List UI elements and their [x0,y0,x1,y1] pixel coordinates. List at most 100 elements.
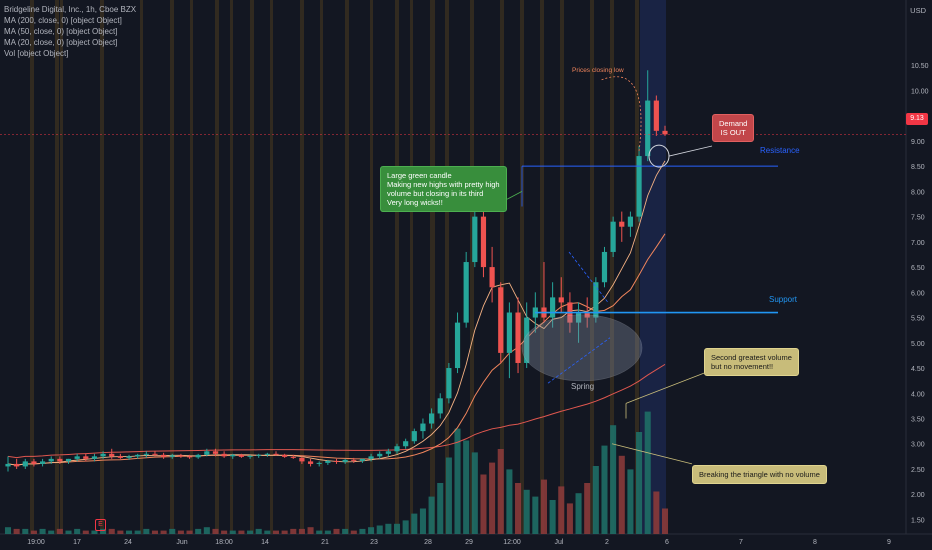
candle-body [273,453,279,455]
candle-body [575,312,582,323]
session-band [370,0,373,534]
legend-ma200: MA (200, close, 0) [object Object] [4,16,122,25]
support-label: Support [769,295,798,304]
candle-body [178,455,184,457]
candle-body [282,454,288,457]
candle-body [100,453,106,457]
time-tick-label: 2 [605,539,609,546]
second-volume-pointer [625,372,705,404]
session-band [250,0,254,534]
time-tick-label: 17 [73,539,81,546]
session-band [590,0,594,534]
volume-bar [497,449,504,534]
volume-bar [566,503,573,534]
volume-bar [238,530,245,534]
candle-body [143,453,149,455]
volume-bar [108,528,115,534]
volume-bar [618,455,625,534]
candle-body [593,282,599,318]
chart-legend: Bridgeline Digital, Inc., 1h, Cboe BZX M… [4,4,136,59]
session-band [60,0,63,534]
session-band [500,0,504,534]
session-band [430,0,435,534]
volume-bar [307,527,314,534]
volume-bar [177,530,184,534]
price-tick-label: 2.00 [911,492,925,499]
candle-body [256,454,262,456]
candle-body [601,251,608,283]
earnings-marker-icon[interactable]: E [95,519,106,531]
resistance-label: Resistance [760,146,800,155]
volume-bar [82,530,89,534]
candle-body [454,322,461,369]
candle-body [342,459,348,462]
volume-bar [368,527,375,534]
time-tick-label: 12:00 [503,539,521,546]
candle-body [238,454,245,457]
candle-body [351,459,357,461]
candle-body [48,458,54,462]
volume-bar [143,528,150,534]
volume-bar [359,528,366,534]
volume-bar [203,527,210,534]
time-tick-label: Jul [555,539,564,546]
candle-body [186,456,193,458]
candle-body [31,461,37,464]
volume-bar [515,483,522,534]
volume-bar [134,530,141,534]
candle-body [463,262,469,323]
price-tick-label: 4.00 [911,391,925,398]
candle-body [264,453,270,455]
highlight-band [640,0,666,534]
candle-body [446,368,452,399]
volume-bar [661,508,669,534]
volume-bar [523,489,530,534]
candle-body [403,441,409,447]
candle-body [290,456,296,458]
candle-body [359,458,366,461]
volume-bar [627,469,634,534]
volume-bar [393,523,401,534]
session-band [610,0,614,534]
session-band [55,0,59,534]
price-tick-label: 3.50 [911,416,925,423]
volume-bar [480,474,487,534]
large-green-candle-callout: Large green candle Making new highs with… [380,166,507,212]
volume-bar [610,425,617,534]
closing-low-arc [599,76,642,152]
breaking-triangle-callout: Breaking the triangle with no volume [692,465,827,484]
candle-body [126,456,132,458]
volume-bar [160,530,167,534]
volume-bar [653,491,660,534]
price-tick-label: 7.00 [911,240,925,247]
volume-bar [333,528,340,534]
current-price-tag: 9.13 [906,113,928,125]
spring-ellipse [521,314,643,382]
candle-body [584,312,590,318]
candle-body [394,446,400,452]
candle-body [22,461,28,467]
candle-body [636,156,642,217]
candle-body [74,456,80,459]
volume-bar [13,528,20,534]
volume-bar [264,530,271,534]
volume-bar [247,530,254,534]
legend-ma50: MA (50, close, 0) [object Object] [4,27,118,36]
volume-bar [22,528,29,534]
price-tick-label: 2.50 [911,467,925,474]
demand-out-callout: Demand IS OUT [712,114,755,142]
volume-bar [195,528,202,534]
price-tick-label: 5.50 [911,316,925,323]
breaking-pointer [611,443,693,465]
volume-bar [402,520,409,534]
volume-bar [91,530,98,534]
candle-body [480,216,487,268]
candle-body [204,451,210,455]
candle-body [39,461,46,464]
candle-body [506,312,512,353]
candle-body [325,460,331,463]
volume-bar [65,530,72,534]
candle-body [161,454,167,457]
candle-body [221,453,227,457]
